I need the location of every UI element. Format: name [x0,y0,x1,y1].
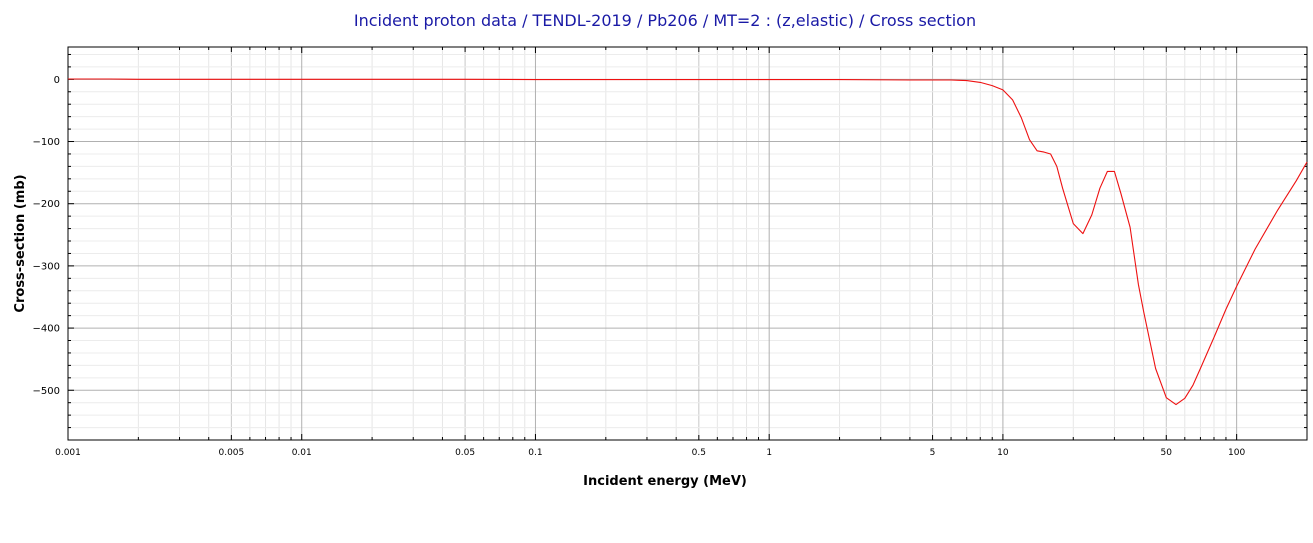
x-tick-label: 0.001 [55,448,81,458]
y-tick-label: −300 [33,261,60,272]
x-tick-label: 5 [930,448,936,458]
y-axis-label: Cross-section (mb) [13,174,28,312]
x-tick-label: 0.005 [218,448,244,458]
series-line [68,78,1308,406]
y-tick-label: −200 [33,199,60,210]
x-tick-label: 50 [1161,448,1173,458]
major-gridlines [67,47,1307,440]
y-tick-label: −500 [33,386,60,397]
x-axis-label: Incident energy (MeV) [583,474,747,489]
axis-ticks [67,47,1308,440]
y-tick-label: 0 [54,75,60,86]
plot-frame [67,46,1308,441]
x-tick-label: 100 [1228,448,1245,458]
y-tick-label: −100 [33,137,60,148]
chart-title: Incident proton data / TENDL-2019 / Pb20… [354,11,976,30]
x-tick-label: 1 [766,448,772,458]
x-tick-label: 0.1 [528,448,542,458]
x-tick-label: 0.01 [292,448,312,458]
x-tick-label: 10 [997,448,1009,458]
x-tick-label: 0.5 [692,448,706,458]
x-tick-label: 0.05 [455,448,475,458]
series-layer [68,78,1308,406]
minor-gridlines [68,47,1308,440]
y-tick-label: −400 [33,324,60,335]
tick-labels: 0.001 0.005 0.01 0.05 0.1 0.5 1 5 10 50 100 0 −100 −2… [33,75,1246,458]
